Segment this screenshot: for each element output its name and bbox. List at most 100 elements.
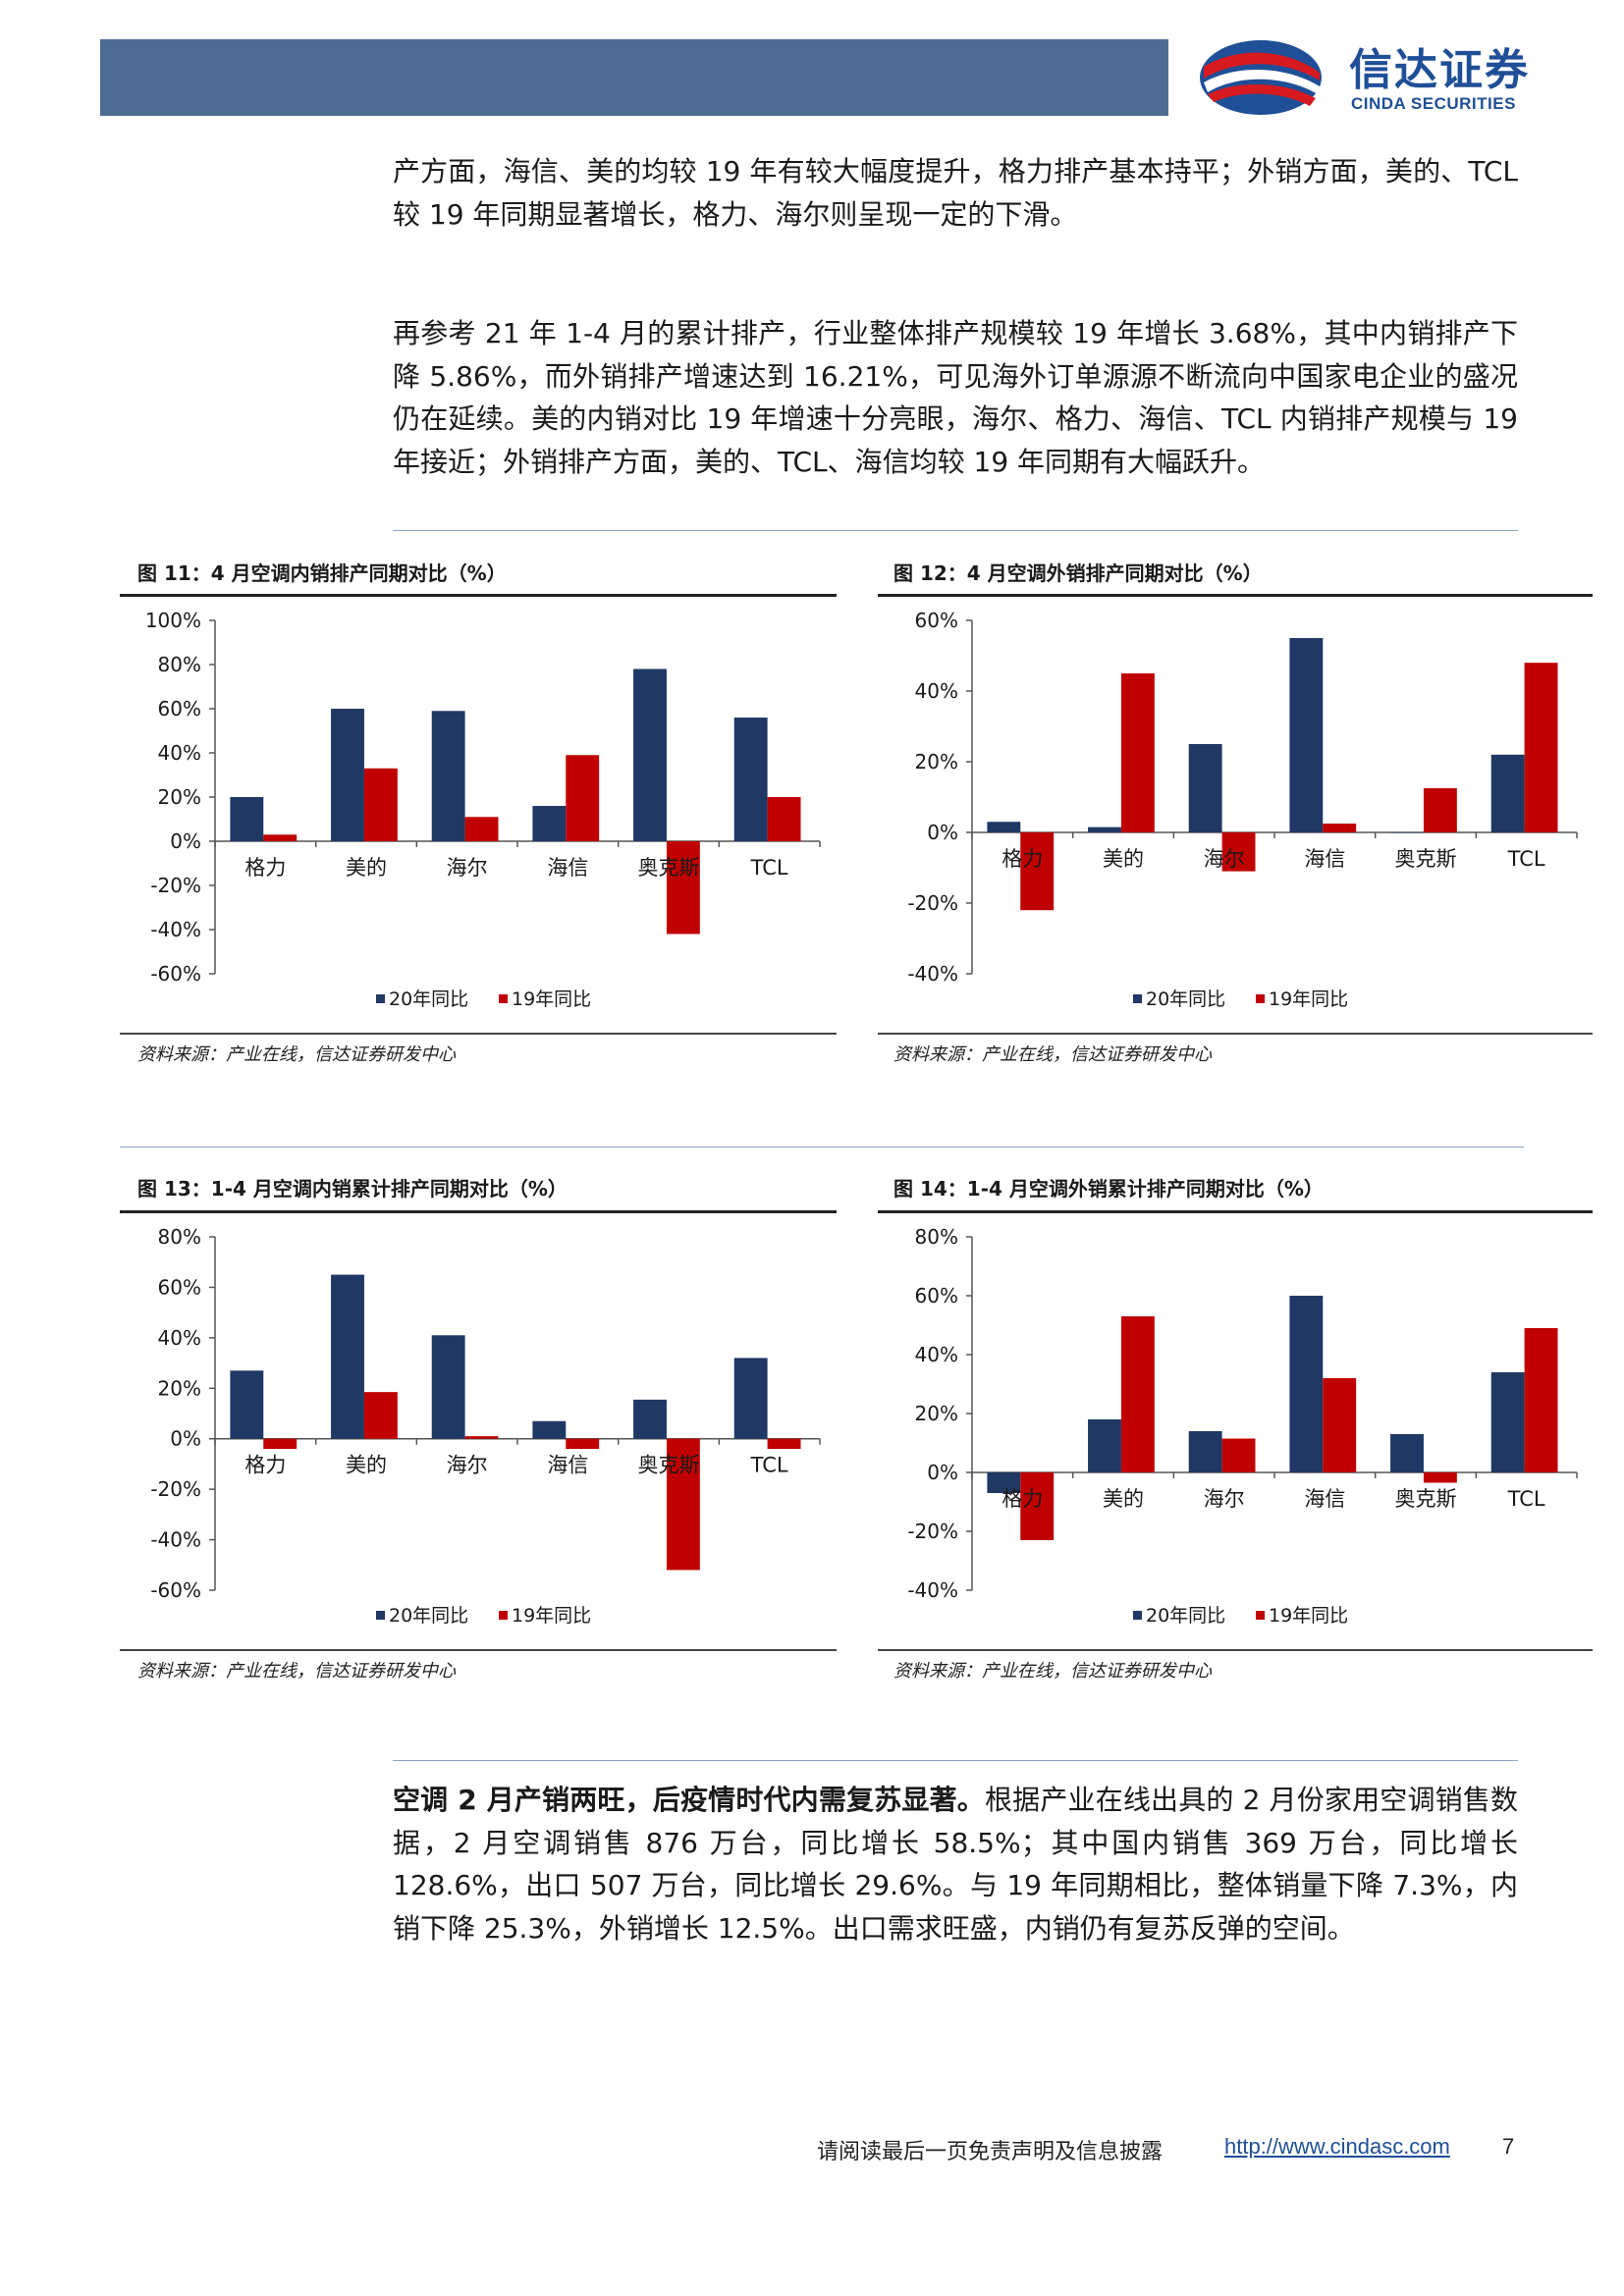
x-category-label: 美的 [1103, 1487, 1144, 1511]
x-category-label: 海尔 [447, 1454, 488, 1477]
y-tick-label: 60% [915, 1284, 958, 1308]
bar-series-19 [263, 1438, 298, 1449]
bar-series-20 [230, 797, 264, 841]
bar-series-20 [987, 822, 1021, 832]
figure-11-bottom-rule [120, 1033, 837, 1035]
bar-series-19 [566, 1438, 600, 1449]
x-category-label: 海信 [547, 856, 588, 880]
legend-swatch [1256, 994, 1265, 1003]
logo-chinese-text: 信达证券 [1349, 45, 1530, 95]
bar-series-19 [1020, 1472, 1055, 1540]
bar-series-19 [1524, 663, 1558, 832]
x-category-label: 格力 [244, 1454, 286, 1477]
figure-11-title: 图 11：4 月空调内销排产同期对比（%） [137, 561, 507, 585]
bar-series-20 [1390, 832, 1424, 833]
bar-series-20 [1490, 754, 1525, 832]
bar-series-20 [733, 718, 768, 841]
bar-series-20 [1188, 744, 1222, 832]
y-tick-label: 80% [158, 653, 201, 676]
x-category-label: 海尔 [447, 856, 488, 880]
figure-13-chart: 80% 60% 40% 20% 0% -20% -40% -60% 格力 美的 海尔 海信 奥克斯 TCL… [150, 1225, 821, 1627]
bar-series-19 [464, 817, 499, 841]
x-category-label: TCL [1507, 1487, 1545, 1511]
legend-label: 19年同比 [1269, 1605, 1348, 1627]
bar-series-19 [1323, 824, 1357, 832]
figure-12-source: 资料来源：产业在线，信达证券研发中心 [893, 1044, 1212, 1065]
figure-14-source: 资料来源：产业在线，信达证券研发中心 [893, 1661, 1212, 1682]
legend-label: 19年同比 [512, 988, 591, 1010]
x-category-label: TCL [1507, 847, 1545, 871]
paragraph-2: 再参考 21 年 1-4 月的累计排产，行业整体排产规模较 19 年增长 3.6… [393, 312, 1518, 483]
legend-swatch [499, 994, 508, 1003]
y-tick-label: -60% [150, 962, 201, 986]
figure-12-chart: 60% 40% 20% 0% -20% -40% 格力 美的 海尔 海信 奥克斯 TCL 20年同比 19… [907, 609, 1578, 1010]
footer-disclaimer: 请阅读最后一页免责声明及信息披露 [817, 2140, 1164, 2164]
bar-series-19 [1221, 1438, 1256, 1472]
bar-series-20 [431, 1335, 465, 1439]
bar-series-20 [987, 1472, 1021, 1493]
bar-series-19 [1020, 832, 1055, 911]
legend-swatch [376, 994, 385, 1003]
bar-series-19 [363, 768, 398, 841]
bar-series-20 [1289, 1296, 1324, 1472]
bar-series-19 [464, 1436, 499, 1439]
section-divider-2 [120, 1147, 1524, 1148]
bar-series-20 [331, 1274, 364, 1439]
figure-13-source: 资料来源：产业在线，信达证券研发中心 [137, 1661, 456, 1682]
y-tick-label: 0% [927, 821, 958, 844]
y-tick-label: 20% [915, 750, 958, 774]
figure-11-chart: 100% 80% 60% 40% 20% 0% -20% -40% -60% 格力 美的 海尔 海信 奥克… [145, 609, 821, 1010]
y-tick-label: 40% [915, 1343, 958, 1366]
bar-series-19 [1524, 1328, 1558, 1472]
figure-13-top-rule [120, 1210, 837, 1213]
footer-website-link[interactable]: http://www.cindasc.com [1224, 2134, 1450, 2159]
x-category-label: 海尔 [1204, 1487, 1245, 1511]
y-tick-label: -40% [150, 918, 201, 941]
y-tick-label: 40% [158, 1326, 201, 1350]
figure-14-chart: 80% 60% 40% 20% 0% -20% -40% 格力 美的 海尔 海信 奥克斯 TCL 20年同… [907, 1225, 1578, 1627]
bar-series-19 [363, 1392, 398, 1439]
y-tick-label: -40% [150, 1528, 201, 1552]
bar-series-19 [263, 834, 298, 841]
x-category-label: 美的 [1103, 847, 1144, 871]
y-tick-label: 20% [158, 1376, 201, 1400]
x-category-label: 海信 [1304, 847, 1345, 871]
y-tick-label: 40% [158, 741, 201, 765]
bar-series-20 [633, 668, 667, 841]
legend-swatch [1256, 1611, 1265, 1620]
x-category-label: 美的 [346, 856, 387, 880]
y-tick-label: 60% [158, 697, 201, 721]
y-tick-label: 40% [915, 679, 958, 703]
x-category-label: 海信 [1304, 1487, 1345, 1511]
bar-series-19 [1120, 673, 1155, 832]
y-tick-label: -40% [907, 1578, 958, 1602]
y-tick-label: 80% [915, 1225, 958, 1249]
legend-label: 20年同比 [389, 988, 468, 1010]
figure-11-top-rule [120, 594, 837, 597]
y-tick-label: 60% [915, 609, 958, 632]
bar-series-19 [666, 841, 700, 934]
bar-series-19 [1423, 1472, 1457, 1483]
logo-english-text: CINDA SECURITIES [1351, 94, 1516, 113]
x-category-label: 奥克斯 [1395, 847, 1457, 871]
bar-series-20 [1390, 1434, 1424, 1472]
bar-series-20 [230, 1370, 264, 1439]
section-divider [393, 530, 1518, 531]
header-bar [100, 39, 1168, 116]
bar-series-20 [1088, 827, 1121, 832]
paragraph-3-text: 根据产业在线出具的 2 月份家用空调销售数据，2 月空调销售 876 万台，同比… [393, 1784, 1518, 1945]
bar-series-19 [1323, 1378, 1357, 1472]
x-category-label: TCL [750, 856, 788, 880]
y-tick-label: -20% [907, 891, 958, 915]
legend-label: 19年同比 [512, 1605, 591, 1627]
y-tick-label: 0% [927, 1461, 958, 1484]
bar-series-20 [532, 806, 567, 841]
legend-label: 20年同比 [1146, 1605, 1225, 1627]
x-category-label: 美的 [346, 1454, 387, 1477]
bar-series-19 [666, 1438, 700, 1571]
legend-label: 20年同比 [1146, 988, 1225, 1010]
figure-14-bottom-rule [878, 1649, 1593, 1651]
paragraph-3-lead: 空调 2 月产销两旺，后疫情时代内需复苏显著。 [393, 1784, 985, 1816]
figure-12-bottom-rule [878, 1033, 1593, 1035]
figure-13-bottom-rule [120, 1649, 837, 1651]
